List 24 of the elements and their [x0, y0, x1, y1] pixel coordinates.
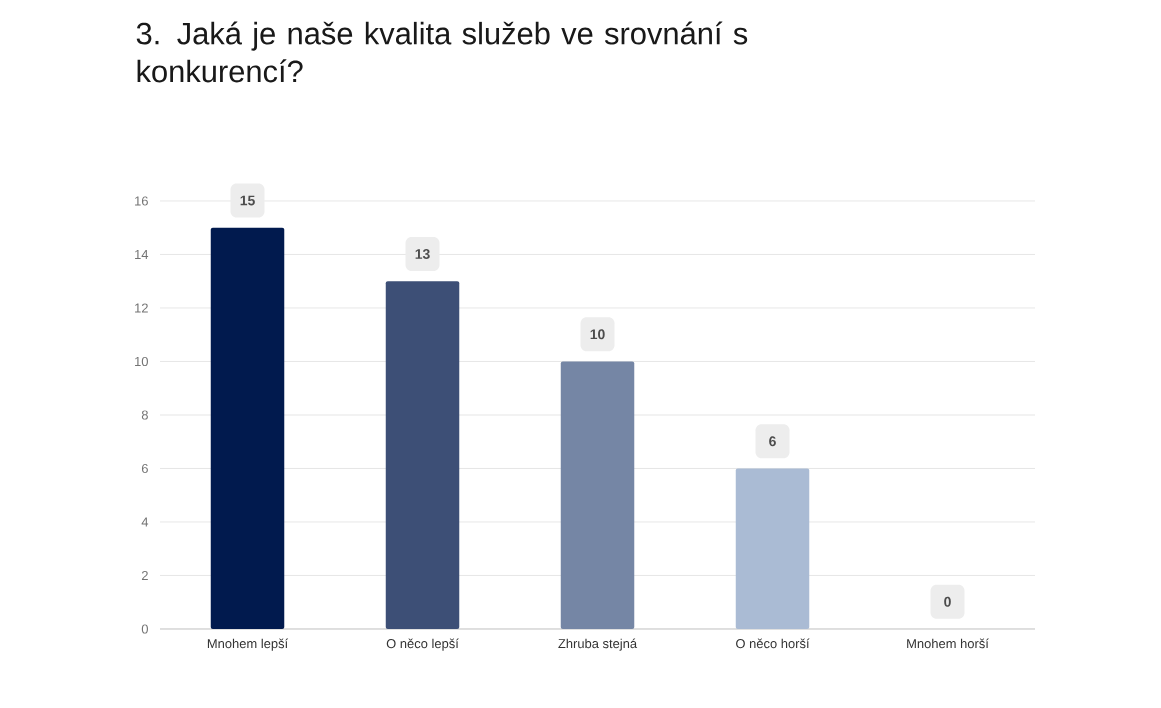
y-tick-label: 16 — [135, 196, 148, 206]
chart-title: 3. Jaká je naše kvalita služeb ve srovnání s konkurencí? — [136, 21, 748, 83]
y-tick-label: 10 — [135, 356, 148, 367]
data-label: 13 — [415, 249, 430, 259]
y-tick-label: 0 — [141, 624, 148, 634]
x-tick-label: O něco horší — [736, 638, 810, 649]
x-tick-label: Zhruba stejná — [558, 638, 638, 651]
x-tick-label: Mnohem lepší — [207, 638, 289, 651]
bar — [385, 281, 460, 629]
data-label: 0 — [944, 596, 951, 607]
bar — [735, 468, 810, 629]
data-label: 10 — [590, 329, 605, 340]
y-tick-label: 2 — [141, 570, 148, 581]
x-tick-label: Mnohem horší — [907, 638, 989, 649]
bar — [560, 361, 635, 629]
y-tick-label: 4 — [141, 517, 149, 527]
y-tick-label: 6 — [141, 463, 148, 474]
x-tick-label: O něco lepší — [386, 638, 459, 651]
data-label: 15 — [240, 195, 255, 206]
y-tick-label: 14 — [135, 250, 149, 259]
bar — [210, 227, 285, 629]
data-label: 6 — [769, 436, 776, 447]
y-tick-label: 12 — [135, 303, 148, 313]
y-tick-label: 8 — [141, 410, 148, 420]
